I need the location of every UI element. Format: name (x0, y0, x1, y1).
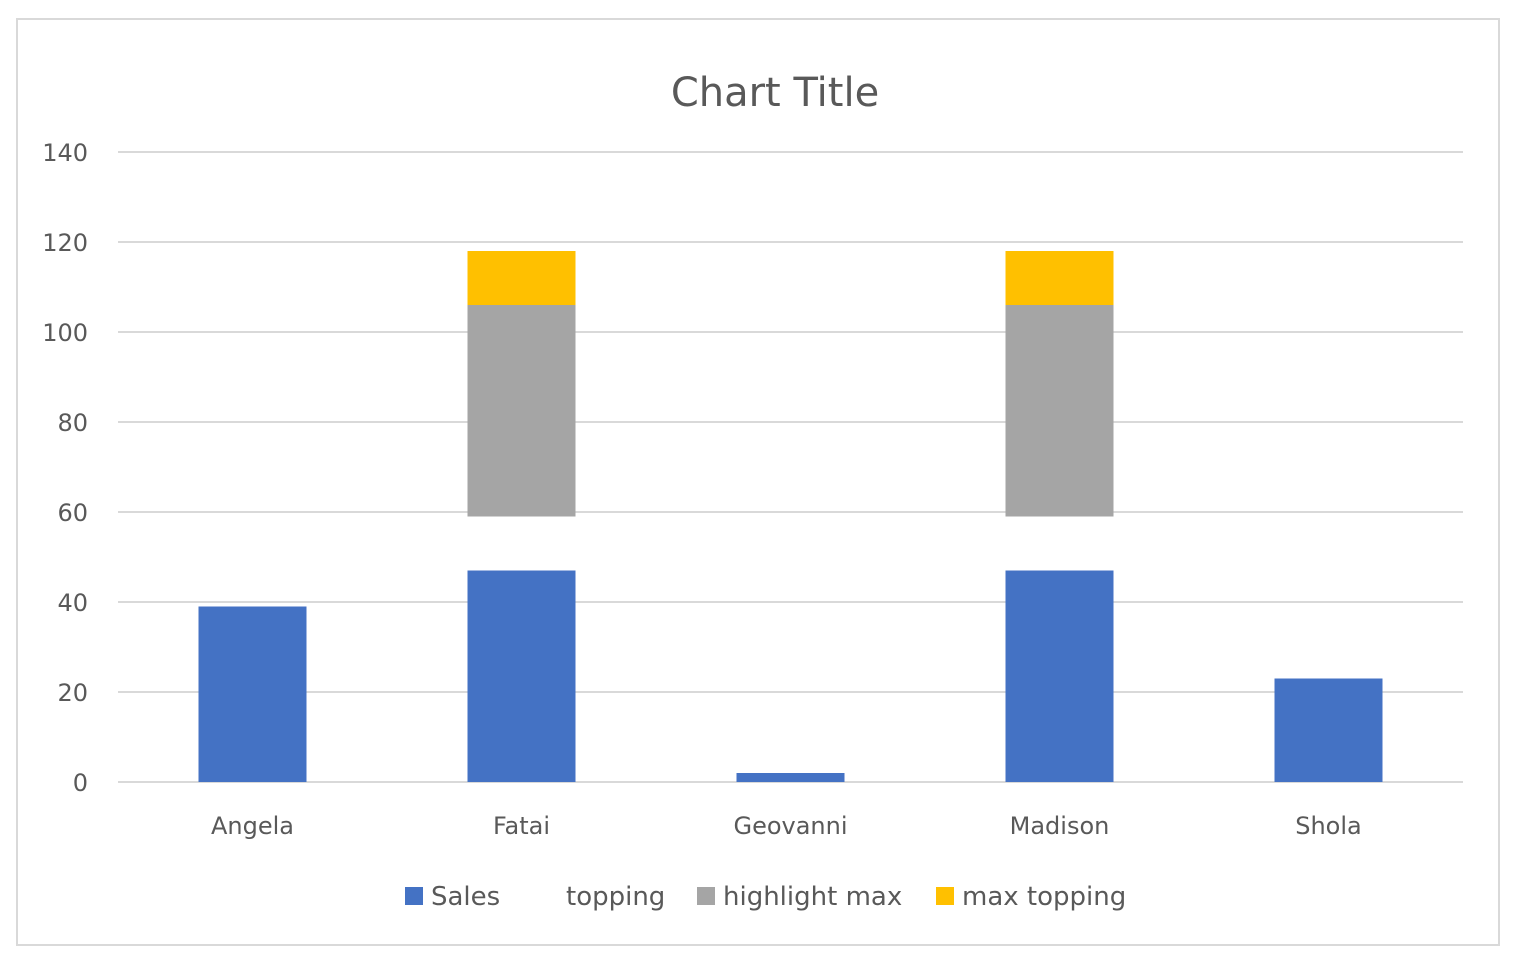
bar-max-topping-Madison (1005, 251, 1114, 305)
legend-swatch (405, 887, 423, 905)
y-tick-label: 40 (57, 589, 88, 617)
bar-max-topping-Fatai (467, 251, 576, 305)
bar-topping-Fatai (468, 517, 576, 571)
bar-Sales-Angela (198, 606, 307, 782)
legend-label: highlight max (723, 882, 902, 912)
y-tick-label: 140 (42, 139, 88, 167)
gridlines (118, 151, 1463, 783)
bar-Sales-Geovanni (736, 773, 845, 782)
y-tick-label: 100 (42, 319, 88, 347)
legend-swatch (697, 887, 715, 905)
x-tick-label: Shola (1295, 812, 1362, 840)
chart-frame (16, 18, 1500, 946)
y-tick-label: 20 (57, 679, 88, 707)
bars (198, 251, 1383, 782)
bar-Sales-Shola (1274, 678, 1383, 782)
y-tick-label: 80 (57, 409, 88, 437)
legend-label: max topping (962, 882, 1126, 912)
bar-highlight-max-Fatai (467, 305, 576, 517)
bar-Sales-Fatai (467, 570, 576, 782)
legend-label: topping (566, 882, 665, 912)
legend-label: Sales (431, 882, 500, 912)
y-tick-label: 0 (73, 769, 88, 797)
bar-Sales-Madison (1005, 570, 1114, 782)
x-tick-label: Angela (211, 812, 294, 840)
x-tick-label: Fatai (493, 812, 550, 840)
legend-swatch (936, 887, 954, 905)
x-tick-label: Geovanni (733, 812, 847, 840)
x-axis-ticks: Angela Fatai Geovanni Madison Shola (211, 812, 1362, 840)
x-tick-label: Madison (1010, 812, 1110, 840)
legend: Sales topping highlight max max topping (405, 882, 1126, 912)
bar-highlight-max-Madison (1005, 305, 1114, 517)
y-tick-label: 60 (57, 499, 88, 527)
bar-topping-Madison (1006, 517, 1114, 571)
chart-title: Chart Title (671, 70, 879, 116)
y-axis-ticks: 0 20 40 60 80 100 120 140 (42, 139, 88, 797)
y-tick-label: 120 (42, 229, 88, 257)
